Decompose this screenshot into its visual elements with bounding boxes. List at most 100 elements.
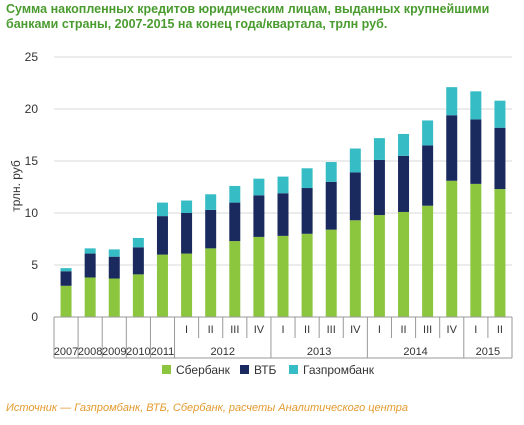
- x-tick-label: I: [281, 324, 284, 336]
- x-tick-label: II: [304, 324, 310, 336]
- x-tick-label: IV: [447, 324, 458, 336]
- x-tick-label: IV: [254, 324, 265, 336]
- bar-segment-0: [325, 229, 337, 317]
- bar-segment-1: [301, 188, 313, 234]
- bar-segment-2: [205, 194, 217, 210]
- year-group-label: 2012: [210, 346, 234, 358]
- bar-segment-1: [398, 155, 410, 212]
- legend: Сбербанк ВТБ Газпромбанк: [162, 363, 375, 377]
- bar-segment-0: [349, 220, 361, 317]
- x-tick-label: I: [378, 324, 381, 336]
- bar-segment-1: [60, 271, 72, 286]
- y-tick-label: 20: [25, 102, 39, 116]
- bar-segment-0: [470, 183, 482, 317]
- bar-segment-0: [84, 277, 96, 317]
- x-tick-label: 2010: [126, 346, 150, 358]
- bar-segment-1: [325, 181, 337, 230]
- bar-segment-2: [108, 249, 120, 257]
- bar-segment-2: [181, 200, 193, 213]
- bar-segment-1: [422, 145, 434, 206]
- chart-title-line-1: Сумма накопленных кредитов юридическим л…: [6, 2, 490, 16]
- bar-segment-0: [253, 236, 265, 317]
- x-tick-label: II: [208, 324, 214, 336]
- legend-label: Газпромбанк: [303, 363, 375, 377]
- y-tick-label: 0: [31, 310, 38, 324]
- bar-segment-2: [398, 133, 410, 156]
- bar-segment-1: [277, 193, 289, 236]
- bar-segment-0: [108, 278, 120, 317]
- bar-segment-1: [470, 119, 482, 184]
- bar-segment-2: [494, 100, 506, 128]
- y-tick-label: 10: [25, 206, 39, 220]
- bar-segment-1: [84, 253, 96, 278]
- legend-label: ВТБ: [254, 363, 277, 377]
- x-tick-label: 2011: [151, 346, 175, 358]
- bar-segment-1: [108, 256, 120, 279]
- x-tick-label: 2008: [78, 346, 102, 358]
- source-note: Источник — Газпромбанк, ВТБ, Сбербанк, р…: [6, 402, 408, 414]
- bar-segment-2: [84, 248, 96, 254]
- bar-segment-2: [132, 237, 144, 248]
- bar-segment-0: [446, 180, 458, 317]
- bar-segment-2: [470, 91, 482, 120]
- bar-segment-2: [301, 168, 313, 189]
- bar-segment-0: [277, 235, 289, 317]
- x-tick-label: III: [327, 324, 336, 336]
- bar-segment-0: [494, 189, 506, 317]
- bar-segment-2: [349, 148, 361, 173]
- y-tick-label: 15: [25, 154, 39, 168]
- bar-layer: [60, 87, 506, 317]
- bar-segment-1: [229, 202, 241, 242]
- bar-segment-0: [373, 215, 385, 317]
- x-tick-label: II: [497, 324, 503, 336]
- x-tick-label: 2007: [54, 346, 78, 358]
- x-tick-label: III: [230, 324, 239, 336]
- bar-segment-0: [156, 254, 168, 317]
- x-tick-label: II: [400, 324, 406, 336]
- bar-segment-1: [373, 159, 385, 216]
- bar-segment-2: [156, 202, 168, 217]
- bar-segment-0: [181, 253, 193, 317]
- bar-segment-0: [301, 233, 313, 317]
- x-tick-label: III: [423, 324, 432, 336]
- legend-label: Сбербанк: [176, 363, 231, 377]
- x-tick-label: 2009: [102, 346, 126, 358]
- bar-segment-0: [132, 274, 144, 317]
- bar-segment-2: [229, 185, 241, 203]
- bar-segment-1: [253, 195, 265, 237]
- y-axis-label: трлн. руб: [9, 160, 23, 212]
- bar-segment-1: [181, 213, 193, 254]
- bar-segment-2: [373, 138, 385, 160]
- year-group-label: 2015: [476, 346, 500, 358]
- bar-segment-0: [205, 248, 217, 317]
- bar-segment-2: [277, 176, 289, 194]
- bar-segment-1: [349, 172, 361, 221]
- bar-segment-1: [132, 247, 144, 275]
- bar-segment-1: [446, 115, 458, 181]
- bar-segment-0: [60, 285, 72, 317]
- bar-segment-2: [60, 268, 72, 272]
- x-tick-label: IV: [350, 324, 361, 336]
- x-tick-label: I: [185, 324, 188, 336]
- x-tick-label: I: [474, 324, 477, 336]
- bar-segment-0: [398, 211, 410, 317]
- y-tick-label: 5: [31, 258, 38, 272]
- chart-title-line-2: банками страны, 2007-2015 на конец года/…: [6, 17, 388, 31]
- bar-segment-2: [422, 120, 434, 146]
- bar-segment-2: [325, 162, 337, 182]
- chart-title: Сумма накопленных кредитов юридическим л…: [6, 2, 516, 32]
- bar-segment-0: [422, 205, 434, 317]
- year-group-label: 2014: [403, 346, 427, 358]
- legend-swatch: [162, 365, 171, 374]
- bar-segment-1: [205, 209, 217, 249]
- bar-segment-2: [446, 87, 458, 116]
- legend-swatch: [289, 365, 298, 374]
- bar-segment-1: [494, 127, 506, 190]
- bar-segment-1: [156, 216, 168, 255]
- bar-segment-0: [229, 241, 241, 317]
- legend-swatch: [240, 365, 249, 374]
- y-tick-label: 25: [25, 50, 39, 64]
- year-group-label: 2013: [307, 346, 331, 358]
